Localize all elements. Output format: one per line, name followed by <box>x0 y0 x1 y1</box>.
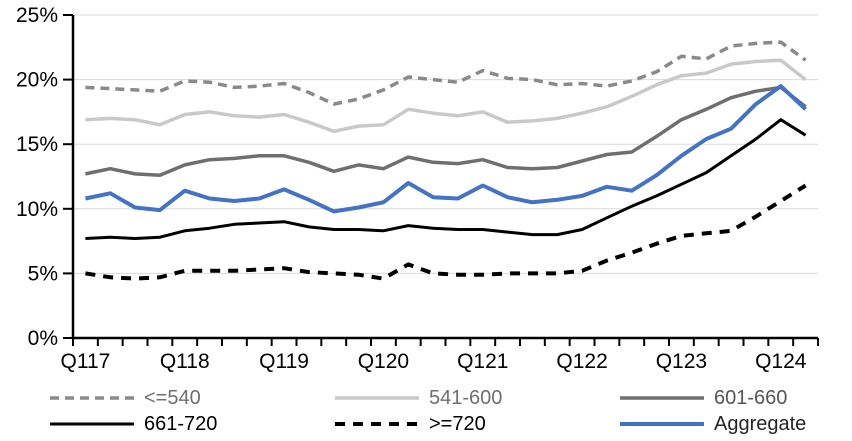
y-axis-label: 0% <box>28 327 58 350</box>
x-axis-label: Q117 <box>61 350 111 373</box>
legend-label-ge720: >=720 <box>429 412 486 435</box>
legend-label-aggregate: Aggregate <box>714 412 807 435</box>
legend-line-sample-661-720 <box>50 422 134 426</box>
y-axis-label: 10% <box>16 198 58 221</box>
series-line--540 <box>85 40 807 106</box>
legend-label-661-720: 661-720 <box>144 412 218 435</box>
legend-item-541-600: 541-600 <box>333 385 502 411</box>
legend-line-sample-541-600 <box>335 396 419 400</box>
legend-line-sample-601-660 <box>620 396 704 400</box>
legend-label-541-600: 541-600 <box>429 386 503 409</box>
legend-item-le540: <=540 <box>48 385 201 411</box>
legend-line-sample-le540 <box>50 396 134 400</box>
x-axis-label: Q118 <box>160 350 210 373</box>
legend-item-601-660: 601-660 <box>618 385 787 411</box>
y-axis-label: 5% <box>28 262 58 285</box>
series-line-661-720 <box>85 118 807 240</box>
x-axis-label: Q121 <box>457 350 508 373</box>
x-axis-label: Q124 <box>755 350 807 373</box>
y-axis-label: 25% <box>16 4 58 27</box>
x-axis-label: Q123 <box>656 350 707 373</box>
legend-line-sample-aggregate <box>620 422 704 426</box>
legend-item-661-720: 661-720 <box>48 411 217 437</box>
legend-label-le540: <=540 <box>144 386 201 409</box>
legend-line-sample-ge720 <box>335 422 419 426</box>
x-axis-label: Q122 <box>556 350 607 373</box>
chart-legend: <=540 541-600 601-660 661-720 >=720 Aggr… <box>0 384 852 440</box>
legend-label-601-660: 601-660 <box>714 386 788 409</box>
legend-item-ge720: >=720 <box>333 411 486 437</box>
y-axis-label: 20% <box>16 69 58 92</box>
x-axis-label: Q119 <box>259 350 309 373</box>
series-line-541-600 <box>85 58 807 134</box>
legend-item-aggregate: Aggregate <box>618 411 806 437</box>
plot-area: 0% 5% 10% 15% 20% 25% Q117 Q118 Q119 Q120 Q121 Q122… <box>16 4 819 373</box>
y-axis-label: 15% <box>16 133 58 156</box>
series-line-aggregate <box>84 84 807 214</box>
series-line-601-660 <box>85 85 807 177</box>
series-line--720 <box>85 183 807 281</box>
axis-line <box>71 15 818 340</box>
x-axis-label: Q120 <box>358 350 409 373</box>
